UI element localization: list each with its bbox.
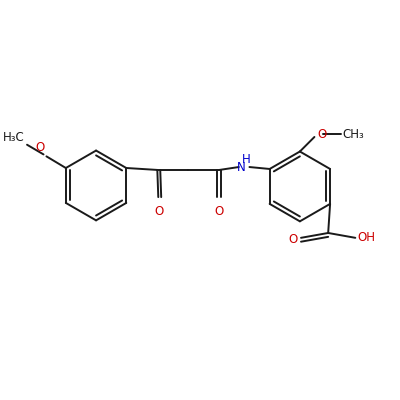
Text: OH: OH — [357, 231, 375, 244]
Text: O: O — [317, 128, 326, 140]
Text: H: H — [242, 153, 251, 166]
Text: O: O — [215, 205, 224, 218]
Text: O: O — [35, 142, 44, 154]
Text: O: O — [288, 233, 297, 246]
Text: CH₃: CH₃ — [342, 128, 364, 140]
Text: H₃C: H₃C — [3, 131, 25, 144]
Text: O: O — [155, 205, 164, 218]
Text: N: N — [237, 160, 246, 174]
